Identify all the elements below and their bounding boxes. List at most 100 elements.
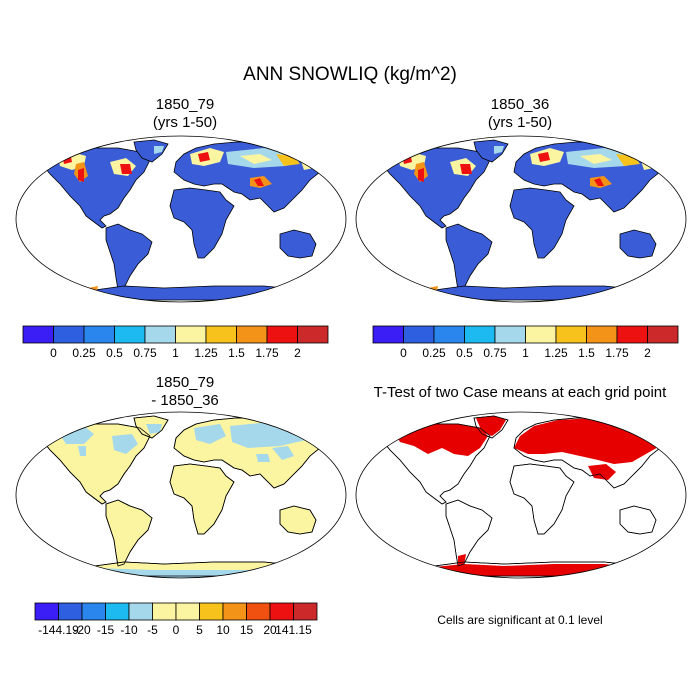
colorbar-box-2 (433, 325, 465, 344)
coast-africa (509, 463, 575, 535)
colorbar-box-0 (34, 602, 59, 621)
colorbar-box-4 (494, 325, 526, 344)
colorbar-label: 15 (240, 623, 254, 637)
coast-north-america (381, 423, 491, 505)
colorbar-label: 20 (263, 623, 277, 637)
land-africa (509, 187, 575, 259)
colorbar-label: 1.5 (578, 346, 595, 360)
colorbar-label: 1.25 (544, 346, 568, 360)
colorbar-label: 1.5 (228, 346, 245, 360)
colorbar-box-8 (266, 325, 298, 344)
land-australia (619, 229, 657, 259)
significance-note: Cells are significant at 0.1 level (437, 613, 603, 627)
colorbar-box-9 (246, 602, 271, 621)
snow-region-5 (120, 164, 132, 174)
negative-diff-region-5 (272, 446, 294, 460)
panel-3-case-b: - 1850_36 (151, 392, 219, 409)
colorbar-box-6 (175, 602, 200, 621)
colorbar-box-3 (114, 325, 146, 344)
coast-europe-asia (173, 417, 333, 489)
colorbar-label: 0 (400, 346, 407, 360)
panel-3-case-a: 1850_79 (155, 374, 215, 391)
negative-diff-region-1 (112, 434, 138, 454)
colorbar-box-5 (525, 325, 557, 344)
colorbar-box-7 (236, 325, 268, 344)
colorbar-label: 10 (216, 623, 230, 637)
coast-africa (169, 463, 235, 535)
negative-diff-region-2 (146, 424, 162, 434)
panel-4-heading: T-Test of two Case means at each grid po… (373, 384, 667, 401)
colorbar-panel-1: 0 0.25 0.5 0.75 1 1.25 1.5 1.75 2 (22, 325, 329, 360)
colorbar-box-2 (81, 602, 106, 621)
colorbar-label: 0 (173, 623, 180, 637)
colorbar-label: 2 (644, 346, 651, 360)
colorbar-box-0 (372, 325, 404, 344)
panel-1-case: 1850_79 (155, 96, 215, 113)
panel-1-years: (yrs 1-50) (152, 114, 218, 131)
coast-south-america (445, 499, 493, 567)
map-border (15, 135, 347, 303)
colorbar-label: 5 (196, 623, 203, 637)
colorbar-box-5 (152, 602, 177, 621)
colorbar-box-0 (22, 325, 54, 344)
land-south-america (445, 223, 493, 291)
colorbar-box-1 (53, 325, 85, 344)
colorbar-label: -10 (120, 623, 138, 637)
snow-region-5 (460, 164, 472, 174)
snow-region-8 (538, 152, 550, 162)
land-antarctica (33, 285, 338, 301)
colorbar-box-4 (144, 325, 176, 344)
snow-region-13 (254, 178, 264, 186)
colorbar-box-2 (83, 325, 115, 344)
coast-greenland (473, 415, 509, 439)
colorbar-label: 0.25 (72, 346, 96, 360)
colorbar-box-8 (222, 602, 247, 621)
colorbar-panel-2: 0 0.25 0.5 0.75 1 1.25 1.5 1.75 2 (372, 325, 679, 360)
snow-region-10 (580, 154, 612, 164)
snow-region-10 (240, 154, 272, 164)
colorbar-label: 0.5 (456, 346, 473, 360)
significant-region-4 (458, 554, 466, 566)
colorbar-box-11 (293, 602, 318, 621)
snow-region-6 (154, 146, 164, 154)
land-greenland (133, 139, 169, 163)
land-antarctica (373, 285, 678, 301)
snow-region-3 (78, 168, 84, 182)
panel-4-title: T-Test of two Case means at each grid po… (355, 384, 685, 402)
colorbar-box-1 (58, 602, 83, 621)
map-panel-difference (15, 411, 347, 579)
panel-2-case: 1850_36 (490, 96, 550, 113)
land-greenland (473, 139, 509, 163)
colorbar-box-7 (586, 325, 618, 344)
colorbar-label: 2 (294, 346, 301, 360)
coast-australia (619, 505, 657, 535)
snow-region-6 (494, 146, 504, 154)
coast-south-america (105, 499, 153, 567)
panel-3-title: 1850_79 - 1850_36 (25, 374, 345, 410)
colorbar-label: -20 (73, 623, 91, 637)
land-africa (169, 187, 235, 259)
panel-2-title: 1850_36 (yrs 1-50) (360, 96, 680, 132)
colorbar-box-8 (616, 325, 648, 344)
coast-australia (279, 505, 317, 535)
map-panel-1850-79 (15, 135, 347, 303)
significant-region-5 (378, 564, 674, 576)
colorbar-box-10 (269, 602, 294, 621)
negative-diff-region-7 (78, 446, 86, 456)
colorbar-box-1 (403, 325, 435, 344)
map-panel-ttest (355, 411, 687, 579)
significant-region-3 (588, 464, 616, 480)
colorbar-box-3 (105, 602, 130, 621)
colorbar-label: 1 (522, 346, 529, 360)
colorbar-box-9 (647, 325, 679, 344)
map-border (355, 411, 687, 579)
colorbar-label: 1.25 (194, 346, 218, 360)
colorbar-label: 1.75 (255, 346, 279, 360)
colorbar-label: -5 (147, 623, 158, 637)
negative-diff-region-3 (194, 424, 226, 444)
map-border (15, 411, 347, 579)
colorbar-box-3 (464, 325, 496, 344)
panel-2-years: (yrs 1-50) (487, 114, 553, 131)
colorbar-label: 0.25 (422, 346, 446, 360)
